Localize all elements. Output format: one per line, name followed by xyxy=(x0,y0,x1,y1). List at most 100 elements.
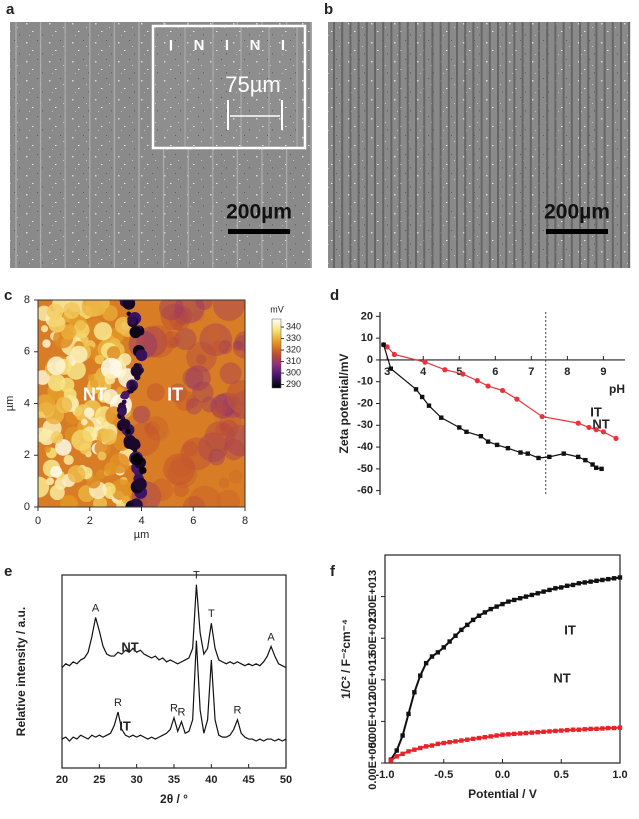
stripe-label: N xyxy=(250,37,261,54)
map-patch xyxy=(158,300,184,321)
series-label: NT xyxy=(553,670,570,685)
point xyxy=(514,396,520,402)
point xyxy=(494,733,499,738)
panel-label: c xyxy=(4,287,12,304)
point xyxy=(582,580,587,585)
point xyxy=(499,387,506,394)
point xyxy=(582,727,587,732)
point xyxy=(441,645,446,650)
map-patch xyxy=(199,323,233,357)
map-patch xyxy=(48,315,66,333)
x-tick-label: -1.0 xyxy=(376,769,395,781)
point xyxy=(412,747,417,752)
point xyxy=(422,359,428,365)
point xyxy=(394,748,399,753)
stripe-label: N xyxy=(194,37,205,54)
peak-label: A xyxy=(92,602,100,614)
map-patch xyxy=(80,418,88,426)
map-patch xyxy=(97,451,107,461)
x-tick-label: 7 xyxy=(528,366,534,378)
map-patch xyxy=(102,421,110,428)
x-tick-label: 30 xyxy=(131,774,143,786)
map-patch xyxy=(83,407,95,418)
point xyxy=(561,451,566,456)
point xyxy=(583,457,588,463)
series-label: IT xyxy=(590,404,602,419)
series-label: IT xyxy=(119,718,131,733)
map-patch xyxy=(182,441,199,457)
point xyxy=(559,728,564,733)
map-patch xyxy=(38,476,50,498)
map-patch xyxy=(86,474,101,489)
inset-scale-label: 75µm xyxy=(225,72,280,97)
map-patch xyxy=(150,478,173,502)
map-patch xyxy=(49,484,65,501)
point xyxy=(535,730,540,735)
map-patch xyxy=(223,438,245,461)
x-tick-label: 0.5 xyxy=(554,769,569,781)
y-tick-label: -10 xyxy=(357,376,373,388)
map-patch xyxy=(90,379,99,389)
point xyxy=(539,413,545,420)
map-patch xyxy=(221,395,244,419)
point xyxy=(553,586,558,591)
point xyxy=(570,582,576,588)
point xyxy=(529,592,535,598)
panel-label: e xyxy=(4,563,12,580)
point xyxy=(518,450,523,455)
point xyxy=(547,729,552,734)
x-tick-label: 9 xyxy=(600,366,606,378)
point xyxy=(418,745,423,751)
point xyxy=(617,725,623,730)
map-patch xyxy=(60,495,78,507)
inset-border xyxy=(151,24,307,150)
point xyxy=(391,351,398,358)
y-tick-label: 5.00E+012 xyxy=(367,695,379,749)
point xyxy=(500,601,505,607)
x-tick-label: -0.5 xyxy=(434,769,453,781)
map-patch xyxy=(172,321,183,332)
point xyxy=(506,599,511,604)
point xyxy=(476,735,482,741)
point xyxy=(388,366,394,371)
x-tick-label: 8 xyxy=(242,515,248,527)
map-patch xyxy=(182,495,206,507)
y-tick-label: 4 xyxy=(24,397,30,409)
point xyxy=(525,451,530,456)
point xyxy=(474,378,480,384)
x-tick-label: 20 xyxy=(56,774,68,786)
map-patch xyxy=(192,309,205,322)
scale-bar-label: 200µm xyxy=(544,201,610,224)
point xyxy=(523,730,529,736)
point xyxy=(453,739,458,744)
map-patch xyxy=(163,453,196,486)
map-patch xyxy=(106,346,121,360)
point xyxy=(465,737,470,742)
map-patch xyxy=(61,324,77,340)
map-patch xyxy=(146,383,165,402)
map-patch xyxy=(233,340,244,351)
point xyxy=(388,758,394,763)
point xyxy=(547,587,552,593)
map-patch xyxy=(163,330,181,349)
point xyxy=(457,425,462,430)
series-label: IT xyxy=(564,622,576,637)
point xyxy=(460,371,466,377)
map-patch xyxy=(226,380,245,414)
x-tick-label: 40 xyxy=(205,774,217,786)
map-patch xyxy=(214,392,238,416)
panel-label: b xyxy=(324,1,333,18)
map-patch xyxy=(168,383,188,403)
map-patch xyxy=(192,381,214,403)
map-patch xyxy=(198,432,228,463)
x-tick-label: 25 xyxy=(93,774,105,786)
map-patch xyxy=(145,421,160,436)
point xyxy=(426,403,432,408)
point xyxy=(488,734,493,739)
map-patch xyxy=(182,367,204,389)
map-patch xyxy=(210,393,235,419)
map-patch xyxy=(234,331,245,352)
map-patch xyxy=(41,325,49,333)
map-patch xyxy=(70,345,88,364)
